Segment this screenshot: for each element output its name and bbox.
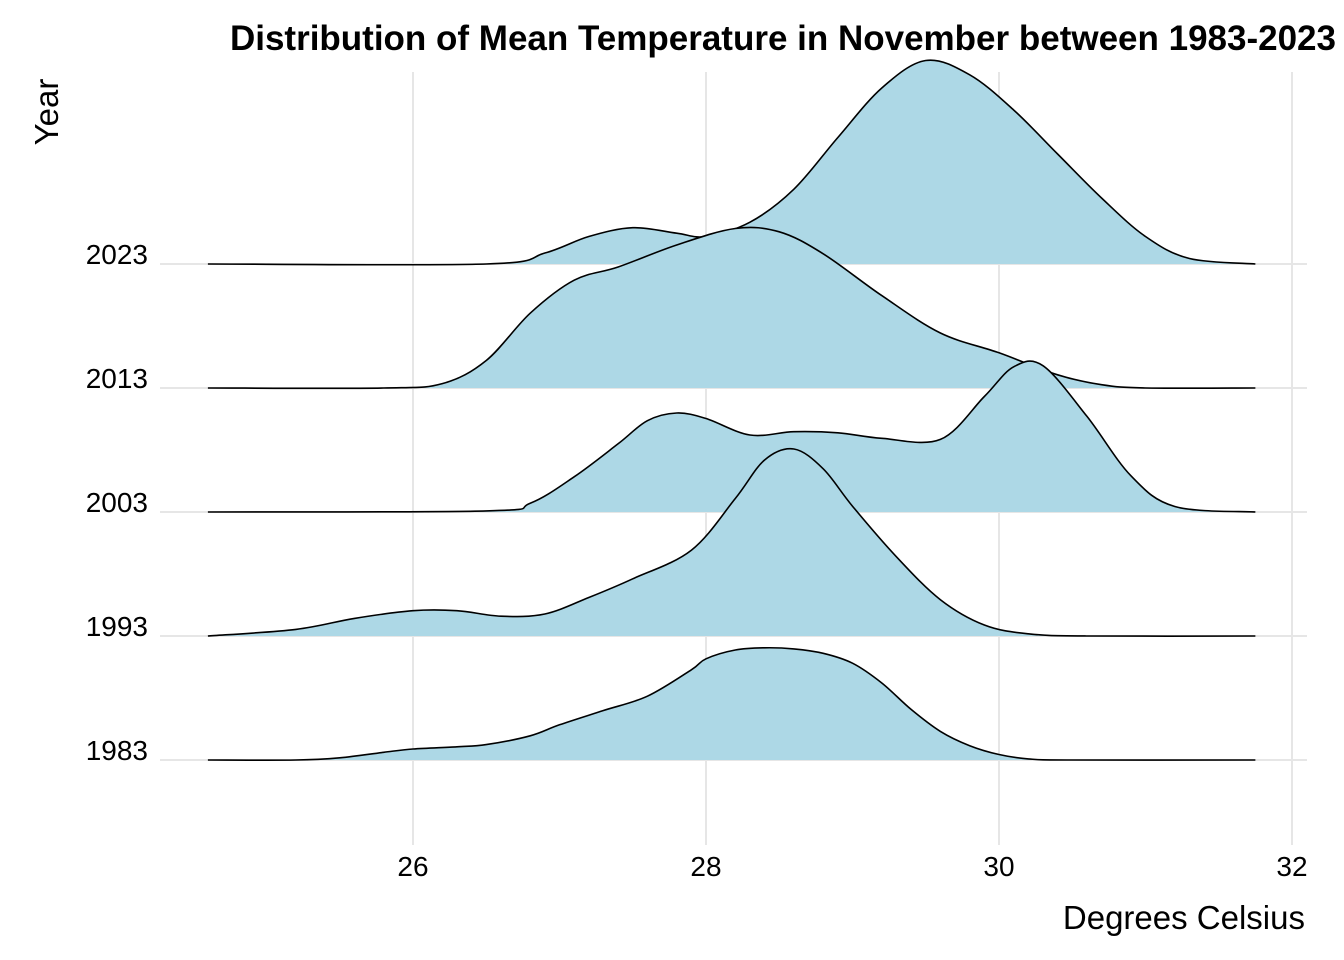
ridge-fill-2003 [207,361,1256,512]
y-tick-label: 2013 [86,363,148,394]
x-tick-label: 26 [397,851,428,882]
y-tick-label: 1993 [86,611,148,642]
y-axis-label: Year [28,79,65,146]
chart-title: Distribution of Mean Temperature in Nove… [230,19,1336,58]
ridge-layer [207,59,1256,761]
y-tick-label: 1983 [86,735,148,766]
x-tick-label: 32 [1276,851,1307,882]
y-tick-label: 2023 [86,239,148,270]
x-tick-label: 30 [983,851,1014,882]
x-axis-label: Degrees Celsius [1063,899,1305,936]
ridge-outline-2003 [207,360,1256,513]
ridge-outline-1983 [207,646,1256,761]
y-tick-label: 2003 [86,487,148,518]
x-tick-label: 28 [690,851,721,882]
ridge-outline-2023 [207,59,1256,266]
ridge-outline-1993 [207,447,1256,637]
ridge-fill-1983 [207,647,1256,761]
ridge-fill-2023 [207,60,1256,265]
ridge-fill-1993 [207,448,1256,637]
tick-layer: 26 28 30 32 1983 1993 2003 2013 2023 [86,239,1308,882]
ridge-fill-2013 [207,227,1256,389]
ridge-outline-2013 [207,226,1256,390]
